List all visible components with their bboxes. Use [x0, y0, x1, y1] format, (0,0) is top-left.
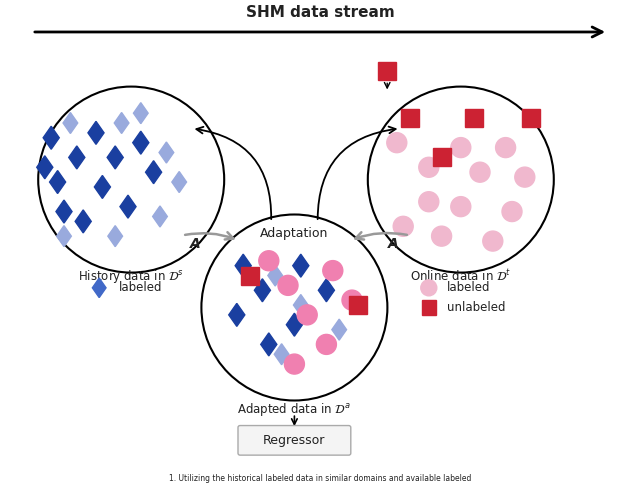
Circle shape [259, 251, 279, 271]
Circle shape [451, 138, 471, 157]
Polygon shape [88, 122, 104, 144]
Text: Adaptation: Adaptation [260, 227, 328, 240]
Circle shape [419, 192, 439, 212]
Polygon shape [36, 156, 53, 179]
Polygon shape [94, 176, 111, 198]
Polygon shape [107, 146, 124, 169]
Polygon shape [332, 319, 346, 340]
Text: labeled: labeled [118, 281, 162, 294]
Text: unlabeled: unlabeled [447, 301, 505, 314]
Polygon shape [120, 195, 136, 218]
Polygon shape [292, 254, 309, 277]
Polygon shape [108, 226, 122, 246]
Text: History data in $\mathcal{D}^s$: History data in $\mathcal{D}^s$ [78, 268, 184, 285]
Bar [433, 149, 451, 166]
Circle shape [421, 280, 437, 296]
Polygon shape [268, 265, 282, 286]
Polygon shape [159, 142, 173, 163]
Text: Online data in $\mathcal{D}^t$: Online data in $\mathcal{D}^t$ [410, 268, 511, 284]
Polygon shape [228, 304, 245, 326]
Polygon shape [153, 206, 167, 227]
Polygon shape [132, 131, 149, 154]
Text: Regressor: Regressor [263, 434, 326, 447]
Circle shape [515, 167, 535, 187]
Polygon shape [318, 279, 335, 302]
Circle shape [342, 290, 362, 310]
Bar [401, 109, 419, 127]
Circle shape [297, 305, 317, 325]
Polygon shape [172, 172, 186, 192]
Text: SHM data stream: SHM data stream [246, 5, 394, 20]
Polygon shape [92, 278, 106, 298]
Bar [378, 62, 396, 80]
Circle shape [483, 231, 503, 251]
Circle shape [316, 335, 337, 354]
Polygon shape [286, 313, 303, 336]
Text: labeled: labeled [447, 281, 490, 294]
Bar [241, 267, 259, 284]
Bar [422, 300, 436, 315]
Circle shape [431, 226, 452, 246]
Polygon shape [57, 226, 71, 246]
Polygon shape [63, 113, 77, 133]
Circle shape [323, 261, 343, 280]
Circle shape [419, 157, 439, 177]
Bar [465, 109, 483, 127]
Polygon shape [254, 279, 271, 302]
Polygon shape [68, 146, 85, 169]
Polygon shape [43, 126, 60, 149]
Polygon shape [115, 113, 129, 133]
Polygon shape [56, 200, 72, 223]
Polygon shape [75, 210, 92, 233]
Text: Adapted data in $\mathcal{D}^a$: Adapted data in $\mathcal{D}^a$ [237, 401, 351, 418]
Circle shape [393, 216, 413, 236]
Polygon shape [260, 333, 277, 356]
Text: A: A [190, 237, 200, 250]
Circle shape [502, 202, 522, 221]
Text: 1. Utilizing the historical labeled data in similar domains and available labele: 1. Utilizing the historical labeled data… [169, 474, 471, 483]
Polygon shape [294, 295, 308, 315]
Circle shape [284, 354, 305, 374]
Polygon shape [145, 161, 162, 184]
Circle shape [495, 138, 516, 157]
Circle shape [387, 133, 407, 153]
Polygon shape [235, 254, 252, 277]
Text: A: A [388, 237, 399, 250]
Polygon shape [49, 171, 66, 193]
Bar [522, 109, 540, 127]
Circle shape [278, 276, 298, 295]
Circle shape [470, 162, 490, 182]
Circle shape [451, 197, 471, 216]
Polygon shape [275, 344, 289, 365]
Polygon shape [134, 103, 148, 123]
Bar [349, 296, 367, 314]
FancyBboxPatch shape [238, 426, 351, 455]
